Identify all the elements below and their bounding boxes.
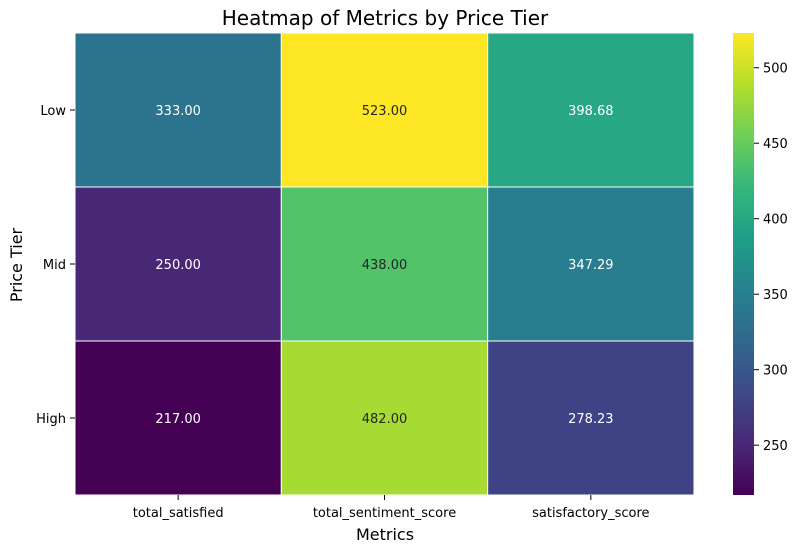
heatmap-cell bbox=[74, 340, 282, 496]
colorbar-tick-label: 400 bbox=[763, 213, 788, 228]
heatmap-cells: 333.00 523.00 398.68 250.00 438.00 347.29 217.… bbox=[74, 32, 695, 496]
colorbar-tick-label: 350 bbox=[763, 288, 788, 303]
y-tick-label: High bbox=[36, 412, 66, 427]
heatmap-cell bbox=[280, 340, 489, 496]
colorbar-tick-label: 250 bbox=[763, 439, 788, 454]
heatmap-cell bbox=[280, 32, 489, 188]
y-tick-label: Mid bbox=[43, 258, 66, 273]
colorbar-ticks: 250 300 350 400 450 500 bbox=[754, 62, 788, 454]
heatmap-cell bbox=[487, 32, 695, 188]
x-tick-label: satisfactory_score bbox=[532, 506, 649, 521]
heatmap-cell bbox=[74, 32, 282, 188]
cell-value-label: 278.23 bbox=[568, 412, 614, 427]
y-axis-label: Price Tier bbox=[7, 227, 26, 302]
cell-value-label: 438.00 bbox=[362, 258, 408, 273]
y-tick-label: Low bbox=[40, 104, 66, 119]
colorbar bbox=[733, 33, 754, 495]
x-axis-label: Metrics bbox=[356, 525, 414, 544]
colorbar-tick-label: 450 bbox=[763, 137, 788, 152]
cell-value-label: 333.00 bbox=[155, 104, 201, 119]
y-axis-ticks: Low Mid High bbox=[36, 104, 75, 427]
x-tick-label: total_sentiment_score bbox=[313, 506, 456, 521]
colorbar-tick-label: 300 bbox=[763, 364, 788, 379]
colorbar-tick-label: 500 bbox=[763, 62, 788, 77]
cell-value-label: 250.00 bbox=[155, 258, 201, 273]
x-tick-label: total_satisfied bbox=[133, 506, 224, 521]
heatmap-cell bbox=[280, 186, 489, 342]
heatmap-cell bbox=[74, 186, 282, 342]
cell-value-label: 347.29 bbox=[568, 258, 614, 273]
heatmap-cell bbox=[487, 186, 695, 342]
cell-value-label: 482.00 bbox=[362, 412, 408, 427]
cell-value-label: 398.68 bbox=[568, 104, 614, 119]
cell-value-label: 217.00 bbox=[155, 412, 201, 427]
x-axis-ticks: total_satisfied total_sentiment_score sati… bbox=[133, 495, 650, 521]
chart-title: Heatmap of Metrics by Price Tier bbox=[222, 6, 549, 30]
cell-value-label: 523.00 bbox=[362, 104, 408, 119]
